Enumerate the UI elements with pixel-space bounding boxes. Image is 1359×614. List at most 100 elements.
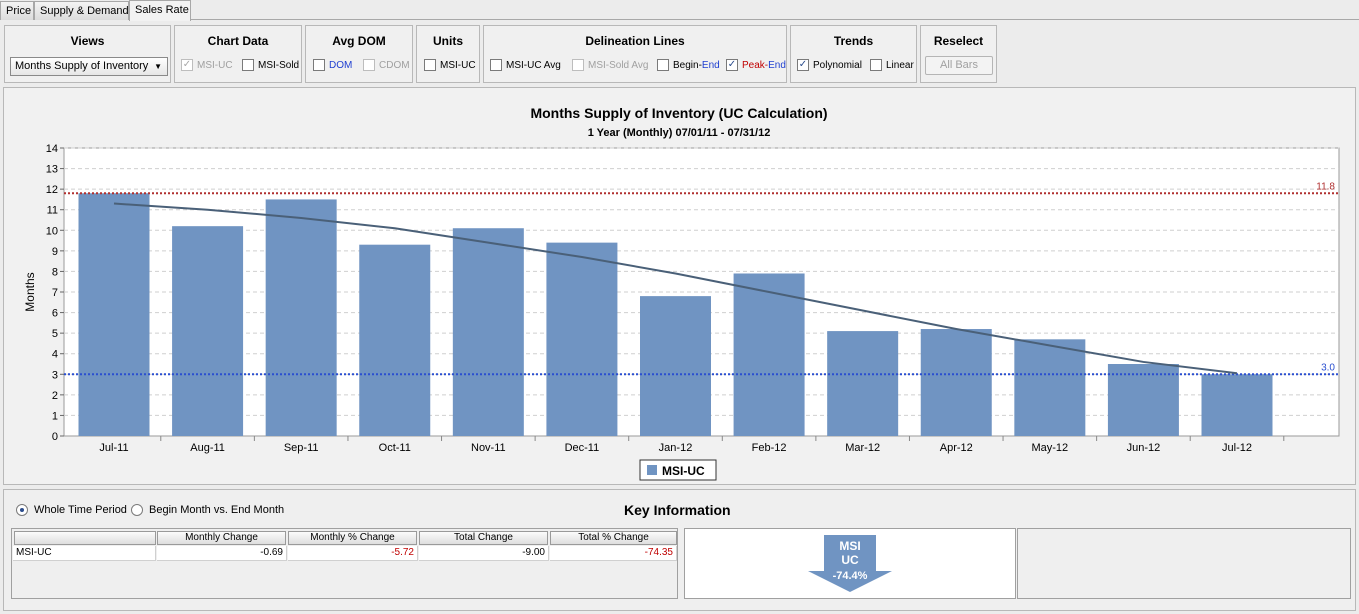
units-group: Units MSI-UC: [416, 25, 480, 83]
table-cell[interactable]: -9.00: [419, 546, 549, 561]
checkbox-label: CDOM: [379, 59, 410, 71]
views-dropdown[interactable]: Months Supply of Inventory ▼: [10, 57, 168, 76]
checkmark-icon: ✓: [181, 59, 193, 71]
checkbox-box: [870, 59, 882, 71]
bar-mar-12: [827, 331, 899, 436]
tab-label: Sales Rate: [135, 4, 189, 16]
x-tick-label: Nov-11: [471, 442, 506, 454]
peak-end-checkbox[interactable]: ✓ Peak- End: [726, 58, 786, 72]
begin-end-checkbox[interactable]: Begin- End: [657, 58, 720, 72]
msi-uc-avg-checkbox[interactable]: MSI-UC Avg: [490, 58, 561, 72]
msi-sold-checkbox[interactable]: MSI-Sold: [242, 58, 299, 72]
trends-title: Trends: [833, 34, 874, 48]
whole-time-period-radio[interactable]: Whole Time Period: [16, 504, 127, 516]
msi-uc-checkbox[interactable]: ✓ MSI-UC: [181, 58, 233, 72]
checkbox-label: Begin-: [673, 59, 702, 71]
key-indicator-box: MSI UC -74.4%: [684, 528, 1016, 599]
x-tick-label: May-12: [1031, 442, 1068, 454]
table-cell[interactable]: -74.35: [550, 546, 677, 561]
tab-bar: Price Supply & Demand Sales Rate: [0, 0, 1359, 21]
y-tick-label: 5: [52, 328, 58, 340]
chart: Months Supply of Inventory (UC Calculati…: [23, 105, 1340, 481]
key-arrow-line1: MSI: [839, 539, 860, 553]
y-tick-label: 9: [52, 246, 58, 258]
begin-vs-end-radio[interactable]: Begin Month vs. End Month: [131, 504, 284, 516]
bar-nov-11: [452, 228, 524, 436]
radio-label: Whole Time Period: [34, 504, 127, 516]
x-tick-label: Mar-12: [845, 442, 880, 454]
delineation-group: Delineation Lines MSI-UC Avg MSI-Sold Av…: [483, 25, 787, 83]
x-tick-label: Jul-11: [99, 442, 128, 454]
checkbox-box: [424, 59, 436, 71]
chart-data-group: Chart Data ✓ MSI-UC MSI-Sold: [174, 25, 302, 83]
chevron-down-icon: ▼: [154, 62, 162, 71]
checkbox-label-end: End: [701, 59, 720, 71]
radio-icon: [131, 504, 143, 516]
tab-price[interactable]: Price: [0, 1, 34, 20]
table-header[interactable]: [14, 531, 156, 545]
bar-jul-12: [1201, 374, 1273, 436]
checkbox-label: MSI-Sold Avg: [588, 59, 649, 71]
legend-box: [639, 459, 717, 481]
key-arrow-line2: UC: [841, 553, 859, 567]
units-msi-uc-checkbox[interactable]: MSI-UC: [424, 58, 476, 72]
bar-jul-11: [78, 193, 150, 436]
checkbox-label: Polynomial: [813, 59, 862, 71]
bar-oct-11: [359, 244, 431, 436]
trends-group: Trends ✓ Polynomial Linear: [790, 25, 917, 83]
checkbox-label: DOM: [329, 59, 353, 71]
y-tick-label: 0: [52, 431, 58, 443]
table-cell[interactable]: -0.69: [157, 546, 287, 561]
x-tick-label: Jul-12: [1222, 442, 1252, 454]
checkbox-label: Linear: [886, 59, 914, 71]
y-tick-label: 14: [46, 143, 58, 155]
checkmark-icon: ✓: [726, 59, 738, 71]
checkmark-icon: ✓: [797, 59, 809, 71]
linear-checkbox[interactable]: Linear: [870, 58, 914, 72]
cdom-checkbox[interactable]: CDOM: [363, 58, 410, 72]
x-tick-label: Jun-12: [1127, 442, 1161, 454]
down-arrow-icon: MSI UC -74.4%: [808, 535, 892, 592]
delineation-title: Delineation Lines: [585, 34, 685, 48]
avg-dom-group: Avg DOM DOM CDOM: [305, 25, 413, 83]
msi-sold-avg-checkbox[interactable]: MSI-Sold Avg: [572, 58, 648, 72]
table-header[interactable]: Total % Change: [550, 531, 677, 545]
y-tick-label: 10: [46, 225, 58, 237]
stats-table: Monthly Change Monthly % Change Total Ch…: [11, 528, 678, 599]
radio-selected-icon: [16, 504, 28, 516]
dom-checkbox[interactable]: DOM: [313, 58, 352, 72]
table-header[interactable]: Total Change: [419, 531, 548, 545]
chart-data-title: Chart Data: [207, 34, 269, 48]
chart-title: Months Supply of Inventory (UC Calculati…: [530, 105, 827, 121]
reselect-group: Reselect All Bars: [920, 25, 997, 83]
y-tick-label: 7: [52, 287, 58, 299]
bar-sep-11: [265, 199, 337, 436]
y-tick-label: 12: [46, 184, 58, 196]
y-tick-label: 6: [52, 308, 58, 320]
y-tick-label: 11: [47, 205, 58, 217]
key-arrow-value: -74.4%: [833, 570, 868, 582]
x-tick-label: Feb-12: [752, 442, 787, 454]
table-header[interactable]: Monthly % Change: [288, 531, 417, 545]
table-cell[interactable]: -5.72: [288, 546, 418, 561]
x-tick-label: Sep-11: [284, 442, 319, 454]
y-axis-label: Months: [23, 272, 37, 311]
bar-may-12: [1014, 339, 1086, 436]
y-tick-label: 3: [52, 369, 58, 381]
all-bars-button[interactable]: All Bars: [925, 56, 993, 75]
table-row-name[interactable]: MSI-UC: [13, 546, 156, 561]
chart-subtitle: 1 Year (Monthly) 07/01/11 - 07/31/12: [588, 127, 771, 139]
bar-feb-12: [733, 273, 805, 436]
checkbox-box: [572, 59, 584, 71]
reference-line-label-0: 11.8: [1316, 181, 1335, 192]
y-tick-label: 8: [52, 266, 58, 278]
views-selected: Months Supply of Inventory: [15, 60, 149, 72]
trend-line: [113, 202, 1238, 375]
table-header[interactable]: Monthly Change: [157, 531, 286, 545]
checkbox-box: [363, 59, 375, 71]
tab-sales-rate[interactable]: Sales Rate: [129, 0, 191, 21]
checkbox-label: MSI-UC Avg: [506, 59, 561, 71]
polynomial-checkbox[interactable]: ✓ Polynomial: [797, 58, 862, 72]
reference-line-label-1: 3.0: [1321, 362, 1335, 373]
tab-supply-demand[interactable]: Supply & Demand: [34, 1, 129, 20]
